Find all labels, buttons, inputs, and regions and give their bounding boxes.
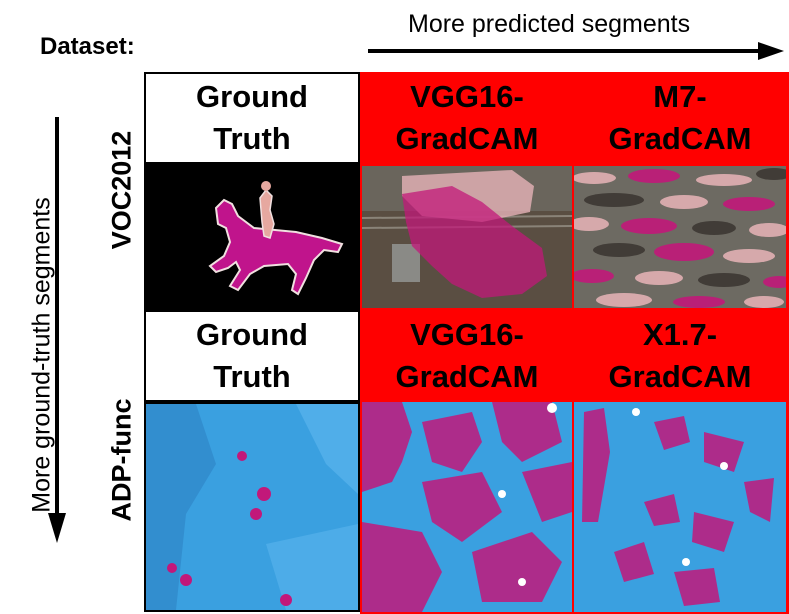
header-ground-truth-voc: Ground Truth: [144, 72, 360, 164]
dataset-label: Dataset:: [40, 33, 135, 60]
voc-ground-truth-image: [144, 164, 360, 310]
predicted-axis-label: More predicted segments: [408, 10, 691, 38]
header-vgg16-gradcam-adp: VGG16- GradCAM: [362, 310, 572, 402]
adp-ground-truth-image: [144, 402, 360, 612]
ground-truth-axis-arrow: [48, 117, 66, 543]
adp-vgg16-gradcam-image: [362, 402, 572, 612]
header-x17-gradcam-adp: X1.7- GradCAM: [574, 310, 786, 402]
voc-m7-gradcam-image: [574, 166, 786, 308]
voc-vgg16-gradcam-image: [362, 166, 572, 308]
header-m7-gradcam-voc: M7- GradCAM: [574, 72, 786, 164]
header-vgg16-gradcam-voc: VGG16- GradCAM: [362, 72, 572, 164]
adp-x17-gradcam-image: [574, 402, 786, 612]
predicted-axis-arrow: [368, 42, 784, 60]
header-ground-truth-adp: Ground Truth: [144, 310, 360, 402]
